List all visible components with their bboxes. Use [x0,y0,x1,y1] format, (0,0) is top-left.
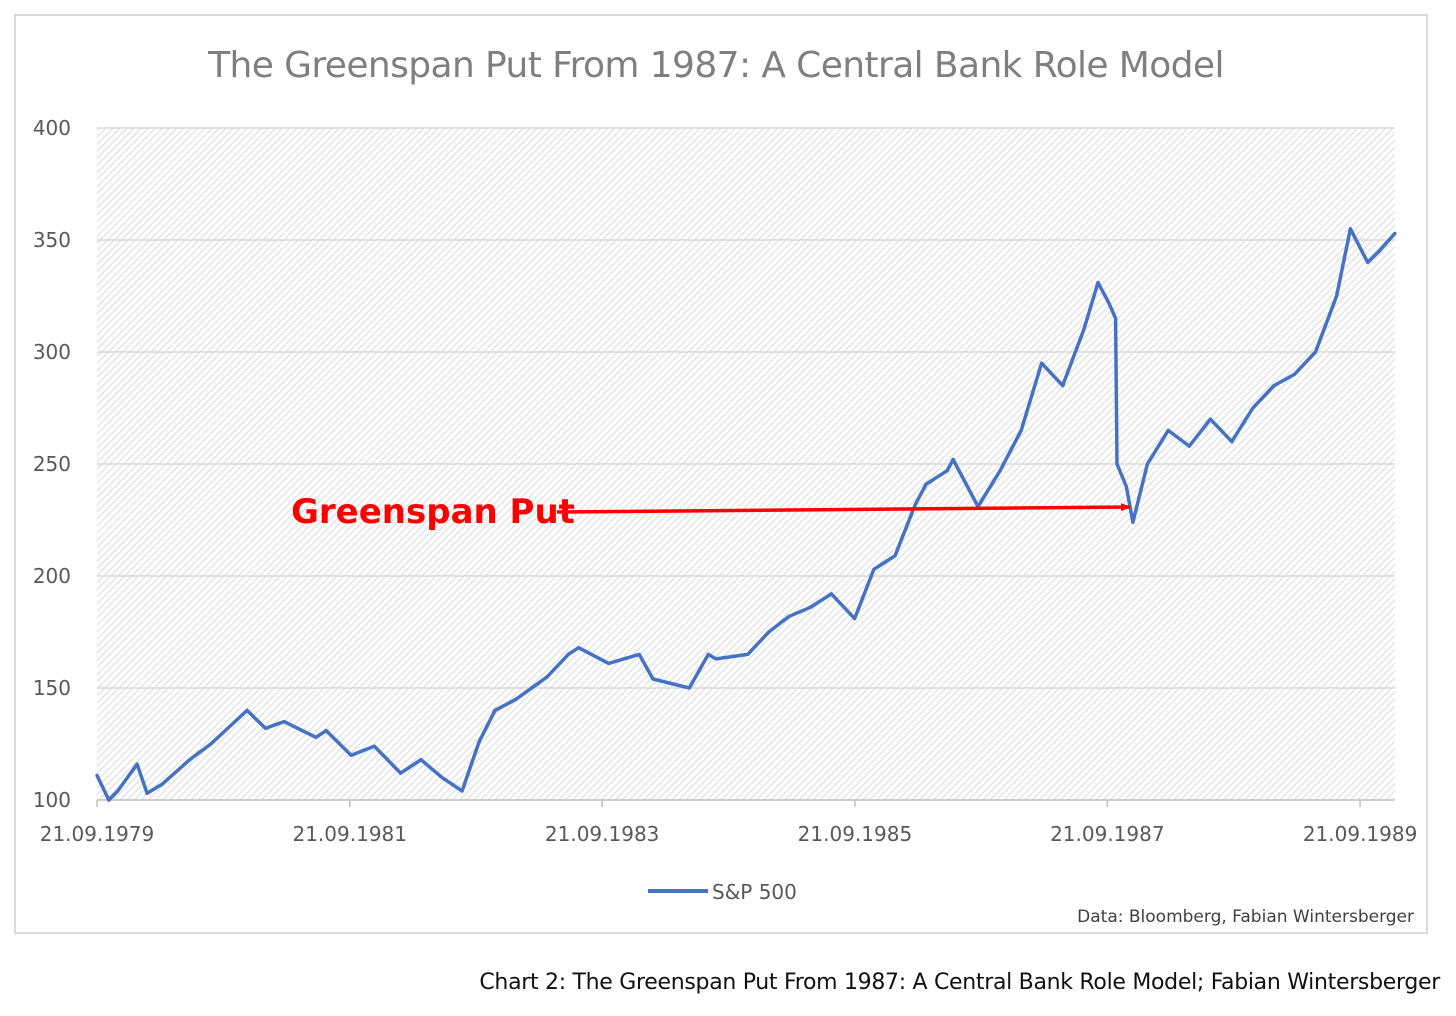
data-point [545,675,549,679]
data-point [746,652,750,657]
data-point [893,554,897,558]
data-point [637,652,641,657]
data-point [324,729,328,733]
annotation-label: Greenspan Put [291,492,575,532]
x-tick-label: 21.09.1979 [40,822,155,846]
data-point [372,744,376,748]
data-point [514,697,518,701]
legend: S&P 500 [648,880,797,904]
data-point [651,677,655,681]
data-point [263,726,267,730]
series-layer [95,227,1397,802]
data-point [1114,316,1118,320]
x-tick-label: 21.09.1989 [1303,822,1418,846]
y-tick-label: 250 [33,452,71,476]
data-point [1313,350,1318,354]
data-point [460,789,464,793]
data-point [1145,462,1149,466]
data-point [853,617,857,621]
data-point [477,740,481,744]
data-point [687,686,691,690]
y-tick-label: 350 [33,228,71,252]
data-point [706,652,710,657]
data-point [1335,294,1339,298]
y-axis: 100 150 200 250 300 350 400 [33,116,71,812]
y-tick-label: 100 [33,788,71,812]
data-point [1019,428,1023,432]
x-tick-label: 21.09.1981 [292,822,407,846]
data-point [349,753,353,757]
data-point [282,720,286,724]
data-point [1096,281,1100,285]
data-point [419,758,423,762]
y-tick-label: 200 [33,564,71,588]
data-point [107,798,111,802]
data-point [245,708,249,713]
data-point [95,773,99,778]
x-tick-label: 21.09.1987 [1050,822,1165,846]
data-point [924,482,928,486]
data-point [808,605,812,610]
data-point [1272,384,1276,388]
x-axis: 21.09.1979 21.09.1981 21.09.1983 21.09.1985… [40,799,1418,846]
data-point [160,782,164,786]
data-point [913,502,918,506]
data-point [1040,361,1044,365]
data-point [1187,444,1191,448]
data-point [787,614,791,618]
data-point [872,567,876,571]
gridlines [97,127,1395,689]
x-tick-label: 21.09.1985 [798,822,913,846]
data-point [1251,406,1255,410]
data-point [714,657,718,661]
data-point [1124,484,1128,488]
chart-title: The Greenspan Put From 1987: A Central B… [207,45,1224,86]
x-tick-label: 21.09.1983 [545,822,660,846]
data-point [1107,301,1111,305]
y-tick-label: 300 [33,340,71,364]
data-point [116,789,120,793]
data-point [135,762,139,766]
data-point [493,708,497,713]
legend-label: S&P 500 [712,880,797,904]
data-point [1230,440,1234,444]
annotation-layer: Greenspan Put [291,492,1131,532]
source-note: Data: Bloomberg, Fabian Wintersberger [1077,907,1414,927]
data-point [1166,428,1170,432]
data-point [1377,249,1381,253]
data-point [209,742,213,746]
data-point [399,771,403,775]
data-point [998,469,1002,473]
data-point [145,791,149,795]
data-point [1082,328,1086,332]
data-point [1115,462,1119,466]
y-tick-label: 150 [33,676,71,700]
data-point [951,457,955,462]
data-point [1061,384,1065,388]
data-point [1393,231,1397,235]
data-point [1131,520,1135,524]
annotation-arrow [556,503,1131,514]
data-point [1208,417,1212,421]
data-point [767,630,771,634]
data-point [945,469,949,473]
data-point [1366,260,1370,264]
data-point [829,592,834,596]
data-point [607,661,611,666]
chart-caption: Chart 2: The Greenspan Put From 1987: A … [479,970,1440,995]
data-point [1348,227,1352,231]
data-point [188,758,192,762]
data-point [577,646,581,650]
data-point [566,652,570,657]
data-point [440,776,444,780]
y-tick-label: 400 [33,116,71,140]
data-point [314,735,318,739]
data-point [1292,372,1296,376]
